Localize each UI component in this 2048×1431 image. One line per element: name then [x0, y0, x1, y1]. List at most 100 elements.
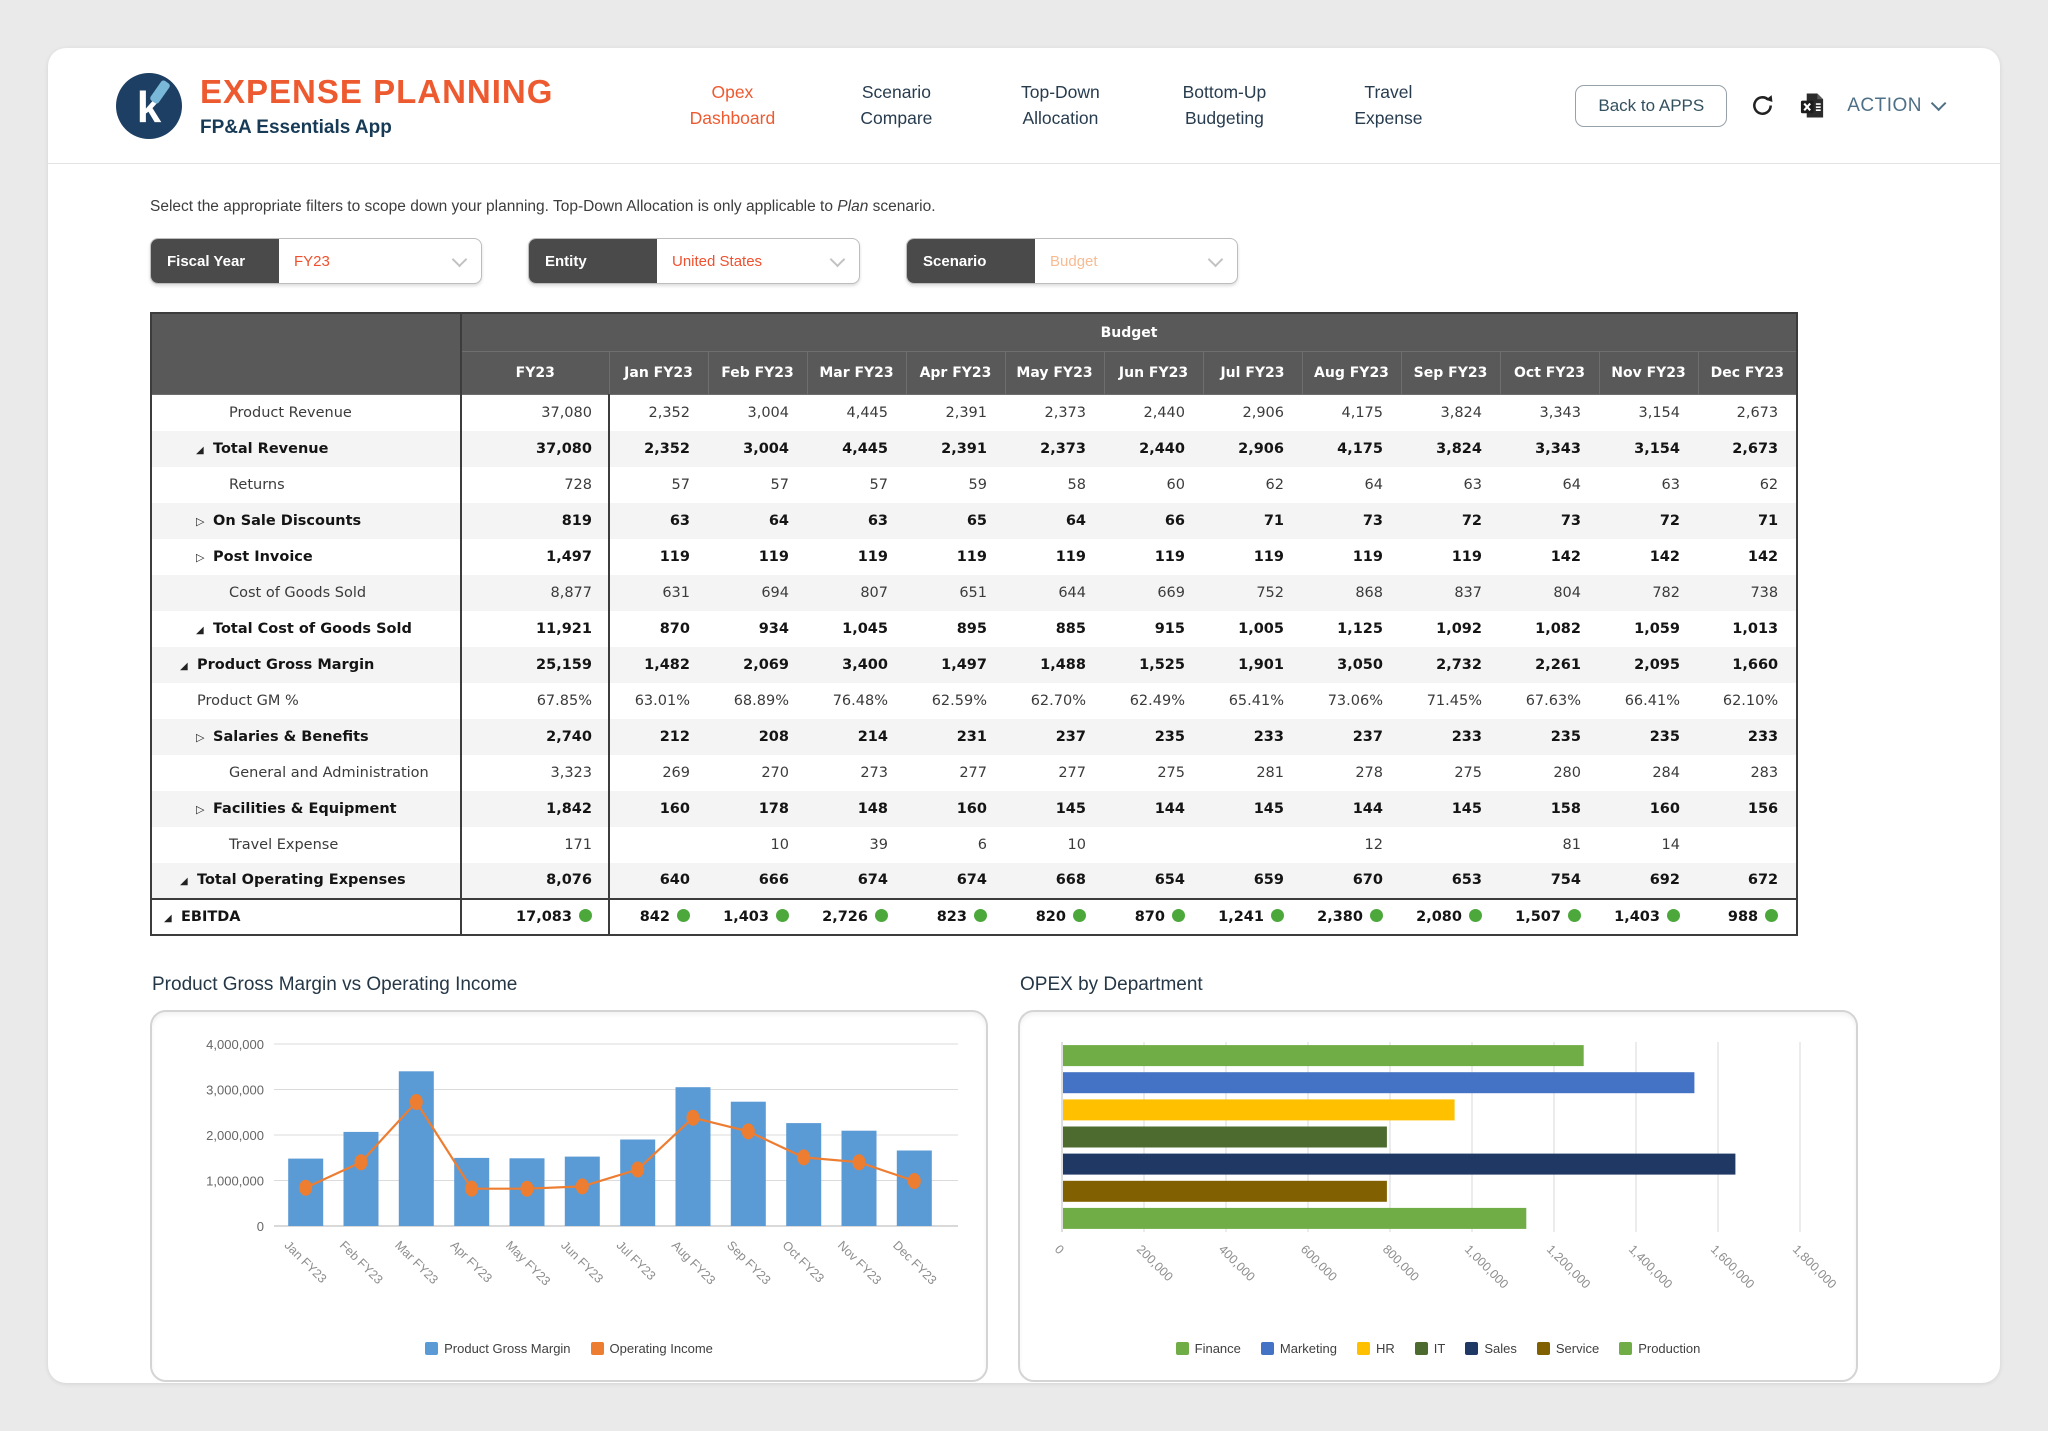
legend-label: Marketing	[1280, 1341, 1337, 1356]
collapse-marker-icon[interactable]: ◢	[180, 661, 197, 672]
bar-oct-fy23[interactable]	[786, 1123, 821, 1226]
table-row-total-cost-of-goods-sold: ◢Total Cost of Goods Sold11,9218709341,0…	[151, 611, 1797, 647]
bar-sep-fy23[interactable]	[731, 1101, 766, 1225]
excel-export-icon[interactable]	[1797, 91, 1827, 121]
column-header-aug-fy23: Aug FY23	[1302, 352, 1401, 395]
row-label-text: Product GM %	[197, 693, 299, 709]
line-marker-dec-fy23[interactable]	[908, 1173, 921, 1189]
cell-value: 728	[461, 467, 609, 503]
chart2-legend: Finance Marketing HR IT Sales Service Producti…	[1034, 1341, 1842, 1356]
collapse-marker-icon[interactable]: ◢	[196, 625, 213, 636]
bar-nov-fy23[interactable]	[842, 1130, 877, 1225]
table-row-returns: Returns728575757595860626463646362	[151, 467, 1797, 503]
expand-marker-icon[interactable]: ▷	[196, 515, 213, 528]
line-marker-jun-fy23[interactable]	[576, 1178, 589, 1194]
expand-marker-icon[interactable]: ▷	[196, 551, 213, 564]
cell-value: 37,080	[461, 431, 609, 467]
bar-hr[interactable]	[1063, 1099, 1455, 1120]
expand-marker-icon[interactable]: ▷	[196, 731, 213, 744]
row-label-text: Total Operating Expenses	[197, 872, 406, 888]
cell-value: 59	[906, 467, 1005, 503]
row-label: ◢EBITDA	[151, 899, 461, 935]
filter-value[interactable]: United States	[657, 239, 832, 283]
row-label: Travel Expense	[151, 827, 461, 863]
refresh-icon[interactable]	[1747, 91, 1777, 121]
cell-value: 2,391	[906, 395, 1005, 431]
nav-tab-opex-dashboard[interactable]: Opex Dashboard	[673, 80, 791, 131]
line-marker-apr-fy23[interactable]	[465, 1180, 478, 1196]
cell-value: 1,005	[1203, 611, 1302, 647]
legend-item-operating-income[interactable]: Operating Income	[591, 1341, 713, 1356]
bar-feb-fy23[interactable]	[344, 1131, 379, 1225]
brand: k EXPENSE PLANNING FP&A Essentials App	[116, 73, 553, 139]
filter-entity[interactable]: EntityUnited States	[528, 238, 860, 284]
column-header-mar-fy23: Mar FY23	[807, 352, 906, 395]
cell-value: 160	[1599, 791, 1698, 827]
legend-item-it[interactable]: IT	[1415, 1341, 1446, 1356]
legend-item-hr[interactable]: HR	[1357, 1341, 1395, 1356]
action-menu[interactable]: ACTION	[1847, 95, 1942, 117]
filter-scenario[interactable]: ScenarioBudget	[906, 238, 1238, 284]
bar-it[interactable]	[1063, 1126, 1387, 1147]
row-label-text: Total Revenue	[213, 441, 328, 457]
nav-tab-top-down-allocation[interactable]: Top-Down Allocation	[1001, 80, 1119, 131]
cell-value: 212	[609, 719, 708, 755]
line-marker-mar-fy23[interactable]	[410, 1094, 423, 1110]
cell-value: 669	[1104, 575, 1203, 611]
filter-value[interactable]: Budget	[1035, 239, 1210, 283]
cell-value: 1,059	[1599, 611, 1698, 647]
bar-jul-fy23[interactable]	[620, 1139, 655, 1226]
bar-sales[interactable]	[1063, 1153, 1735, 1174]
line-marker-sep-fy23[interactable]	[742, 1123, 755, 1139]
charts-row: Product Gross Margin vs Operating Income…	[150, 974, 2000, 1382]
legend-item-marketing[interactable]: Marketing	[1261, 1341, 1337, 1356]
legend-item-production[interactable]: Production	[1619, 1341, 1700, 1356]
collapse-marker-icon[interactable]: ◢	[180, 876, 197, 887]
cell-value	[1698, 827, 1797, 863]
bar-production[interactable]	[1063, 1207, 1526, 1228]
nav-tab-scenario-compare[interactable]: Scenario Compare	[837, 80, 955, 131]
table-row-ebitda: ◢EBITDA17,0838421,4032,7268238208701,241…	[151, 899, 1797, 935]
collapse-marker-icon[interactable]: ◢	[164, 913, 181, 924]
status-dot-icon	[776, 909, 789, 922]
nav-tab-bottom-up-budgeting[interactable]: Bottom-Up Budgeting	[1165, 80, 1283, 131]
cell-value: 692	[1599, 863, 1698, 899]
cell-value: 142	[1599, 539, 1698, 575]
legend-item-service[interactable]: Service	[1537, 1341, 1599, 1356]
bar-aug-fy23[interactable]	[676, 1087, 711, 1226]
cell-value: 14	[1599, 827, 1698, 863]
cell-value: 66	[1104, 503, 1203, 539]
row-label: Cost of Goods Sold	[151, 575, 461, 611]
cell-value: 2,906	[1203, 431, 1302, 467]
collapse-marker-icon[interactable]: ◢	[196, 445, 213, 456]
cell-value: 2,732	[1401, 647, 1500, 683]
line-marker-aug-fy23[interactable]	[687, 1109, 700, 1125]
cell-value: 62.59%	[906, 683, 1005, 719]
line-marker-nov-fy23[interactable]	[853, 1154, 866, 1170]
back-to-apps-button[interactable]: Back to APPS	[1575, 85, 1727, 127]
cell-value: 73	[1500, 503, 1599, 539]
legend-item-finance[interactable]: Finance	[1176, 1341, 1241, 1356]
filter-fiscal-year[interactable]: Fiscal YearFY23	[150, 238, 482, 284]
cell-value: 1,507	[1500, 899, 1599, 935]
line-marker-jul-fy23[interactable]	[631, 1161, 644, 1177]
legend-item-product-gross-margin[interactable]: Product Gross Margin	[425, 1341, 570, 1356]
cell-value: 63.01%	[609, 683, 708, 719]
cell-value: 11,921	[461, 611, 609, 647]
cell-value: 71	[1698, 503, 1797, 539]
bar-finance[interactable]	[1063, 1045, 1584, 1066]
cell-value: 284	[1599, 755, 1698, 791]
cell-value: 273	[807, 755, 906, 791]
legend-item-sales[interactable]: Sales	[1465, 1341, 1517, 1356]
expand-marker-icon[interactable]: ▷	[196, 803, 213, 816]
line-marker-jan-fy23[interactable]	[299, 1179, 312, 1195]
line-marker-feb-fy23[interactable]	[355, 1154, 368, 1170]
operating-income-line	[306, 1102, 915, 1189]
bar-marketing[interactable]	[1063, 1072, 1694, 1093]
nav-tab-travel-expense[interactable]: Travel Expense	[1329, 80, 1447, 131]
line-marker-oct-fy23[interactable]	[797, 1149, 810, 1165]
chart-title-opex: OPEX by Department	[1020, 974, 1858, 996]
line-marker-may-fy23[interactable]	[521, 1180, 534, 1196]
bar-service[interactable]	[1063, 1180, 1387, 1201]
filter-value[interactable]: FY23	[279, 239, 454, 283]
